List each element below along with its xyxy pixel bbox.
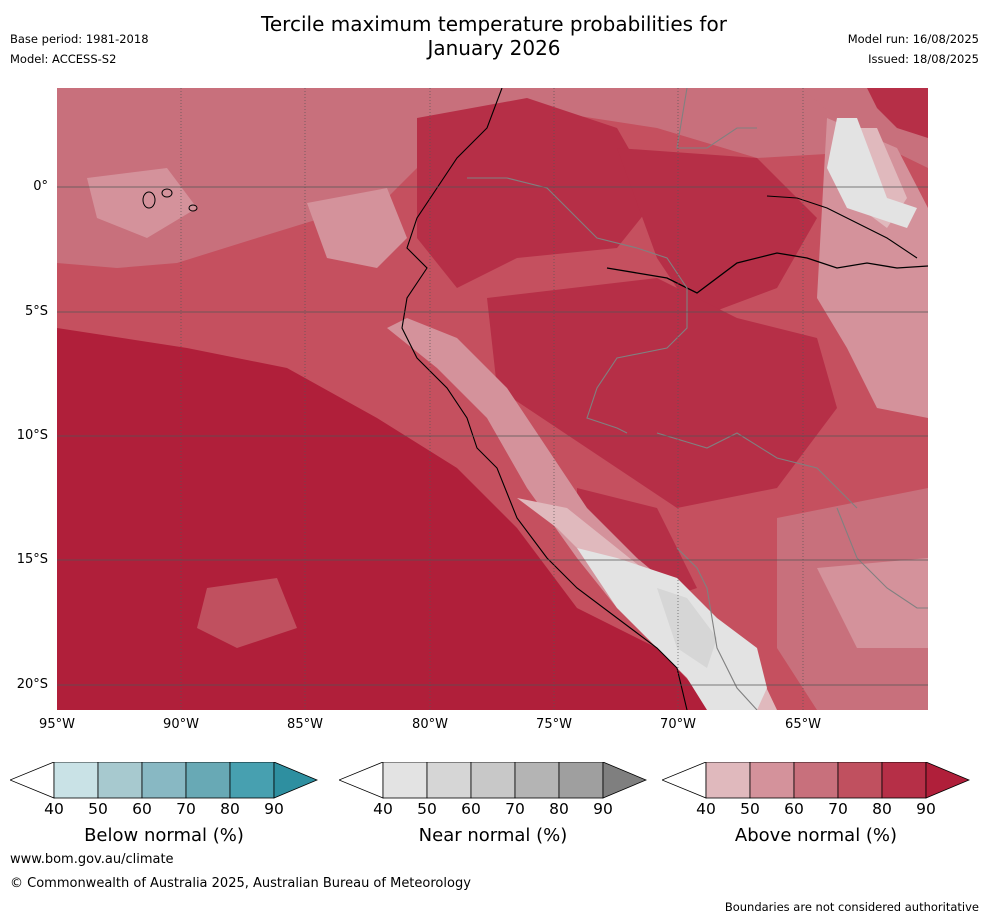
cbar-near-tick-70: 70 xyxy=(505,800,525,818)
lon-label-85w: 85°W xyxy=(287,717,323,732)
lat-label-15s: 15°S xyxy=(16,552,48,567)
meta-left: Base period: 1981-2018 Model: ACCESS-S2 xyxy=(10,29,149,69)
title-line-1: Tercile maximum temperature probabilitie… xyxy=(261,12,727,36)
footer-copyright: © Commonwealth of Australia 2025, Austra… xyxy=(10,876,471,891)
cbar-above-swatch-6 xyxy=(925,761,971,799)
cbar-near-swatch-5 xyxy=(558,761,604,799)
title-line-2: January 2026 xyxy=(427,36,561,60)
cbar-above-swatch-3 xyxy=(793,761,839,799)
lon-label-95w: 95°W xyxy=(39,717,75,732)
cbar-above-swatch-4 xyxy=(837,761,883,799)
cbar-above-swatch-1 xyxy=(705,761,751,799)
cbar-below-swatch-1 xyxy=(53,761,99,799)
cbar-near-tick-90: 90 xyxy=(593,800,613,818)
cbar-below-tick-80: 80 xyxy=(220,800,240,818)
cbar-below-swatch-0 xyxy=(8,761,55,799)
colorbar-above: 40 50 60 70 80 90 Above normal (%) xyxy=(660,761,971,852)
cbar-below-tick-50: 50 xyxy=(88,800,108,818)
probability-map xyxy=(57,88,928,710)
base-period-text: Base period: 1981-2018 xyxy=(10,32,149,46)
cbar-near-tick-80: 80 xyxy=(549,800,569,818)
cbar-below-swatch-2 xyxy=(97,761,143,799)
cbar-near-swatch-1 xyxy=(382,761,428,799)
colorbar-near-swatches xyxy=(337,761,648,799)
cbar-above-tick-70: 70 xyxy=(828,800,848,818)
cbar-below-tick-60: 60 xyxy=(132,800,152,818)
lon-label-90w: 90°W xyxy=(163,717,199,732)
footer-disclaimer: Boundaries are not considered authoritat… xyxy=(724,900,979,914)
cbar-below-swatch-6 xyxy=(273,761,319,799)
cbar-above-tick-80: 80 xyxy=(872,800,892,818)
cbar-near-swatch-3 xyxy=(470,761,516,799)
model-text: Model: ACCESS-S2 xyxy=(10,52,117,66)
cbar-above-swatch-5 xyxy=(881,761,927,799)
cbar-below-tick-90: 90 xyxy=(264,800,284,818)
cbar-near-tick-50: 50 xyxy=(417,800,437,818)
cbar-near-title: Near normal (%) xyxy=(418,825,568,846)
lat-label-10s: 10°S xyxy=(16,428,48,443)
cbar-near-swatch-6 xyxy=(602,761,648,799)
map-canvas xyxy=(57,88,928,710)
cbar-above-tick-50: 50 xyxy=(740,800,760,818)
cbar-below-swatch-3 xyxy=(141,761,187,799)
cbar-near-swatch-2 xyxy=(426,761,472,799)
lon-label-75w: 75°W xyxy=(536,717,572,732)
cbar-above-tick-60: 60 xyxy=(784,800,804,818)
cbar-above-swatch-2 xyxy=(749,761,795,799)
lon-label-80w: 80°W xyxy=(412,717,448,732)
cbar-below-title: Below normal (%) xyxy=(84,825,244,846)
lat-label-20s: 20°S xyxy=(16,677,48,692)
cbar-near-tick-60: 60 xyxy=(461,800,481,818)
cbar-below-swatch-5 xyxy=(229,761,275,799)
lon-label-65w: 65°W xyxy=(785,717,821,732)
cbar-near-tick-40: 40 xyxy=(373,800,393,818)
cbar-above-tick-90: 90 xyxy=(916,800,936,818)
model-run-text: Model run: 16/08/2025 xyxy=(847,32,979,46)
cbar-near-swatch-4 xyxy=(514,761,560,799)
cbar-below-tick-40: 40 xyxy=(44,800,64,818)
lon-label-70w: 70°W xyxy=(660,717,696,732)
cbar-below-swatch-4 xyxy=(185,761,231,799)
lat-label-0: 0° xyxy=(33,179,48,194)
map-title: Tercile maximum temperature probabilitie… xyxy=(0,12,988,60)
cbar-above-title: Above normal (%) xyxy=(734,825,898,846)
meta-right: Model run: 16/08/2025 Issued: 18/08/2025 xyxy=(848,29,979,69)
colorbar-below-swatches xyxy=(8,761,319,799)
footer-website: www.bom.gov.au/climate xyxy=(10,852,174,867)
colorbar-below: 40 50 60 70 80 90 Below normal (%) xyxy=(8,761,319,852)
cbar-above-tick-40: 40 xyxy=(696,800,716,818)
colorbar-above-swatches xyxy=(660,761,971,799)
cbar-above-swatch-0 xyxy=(660,761,707,799)
cbar-near-swatch-0 xyxy=(337,761,384,799)
lat-label-5s: 5°S xyxy=(24,304,48,319)
cbar-below-tick-70: 70 xyxy=(176,800,196,818)
colorbar-near: 40 50 60 70 80 90 Near normal (%) xyxy=(337,761,648,852)
issued-text: Issued: 18/08/2025 xyxy=(868,52,979,66)
